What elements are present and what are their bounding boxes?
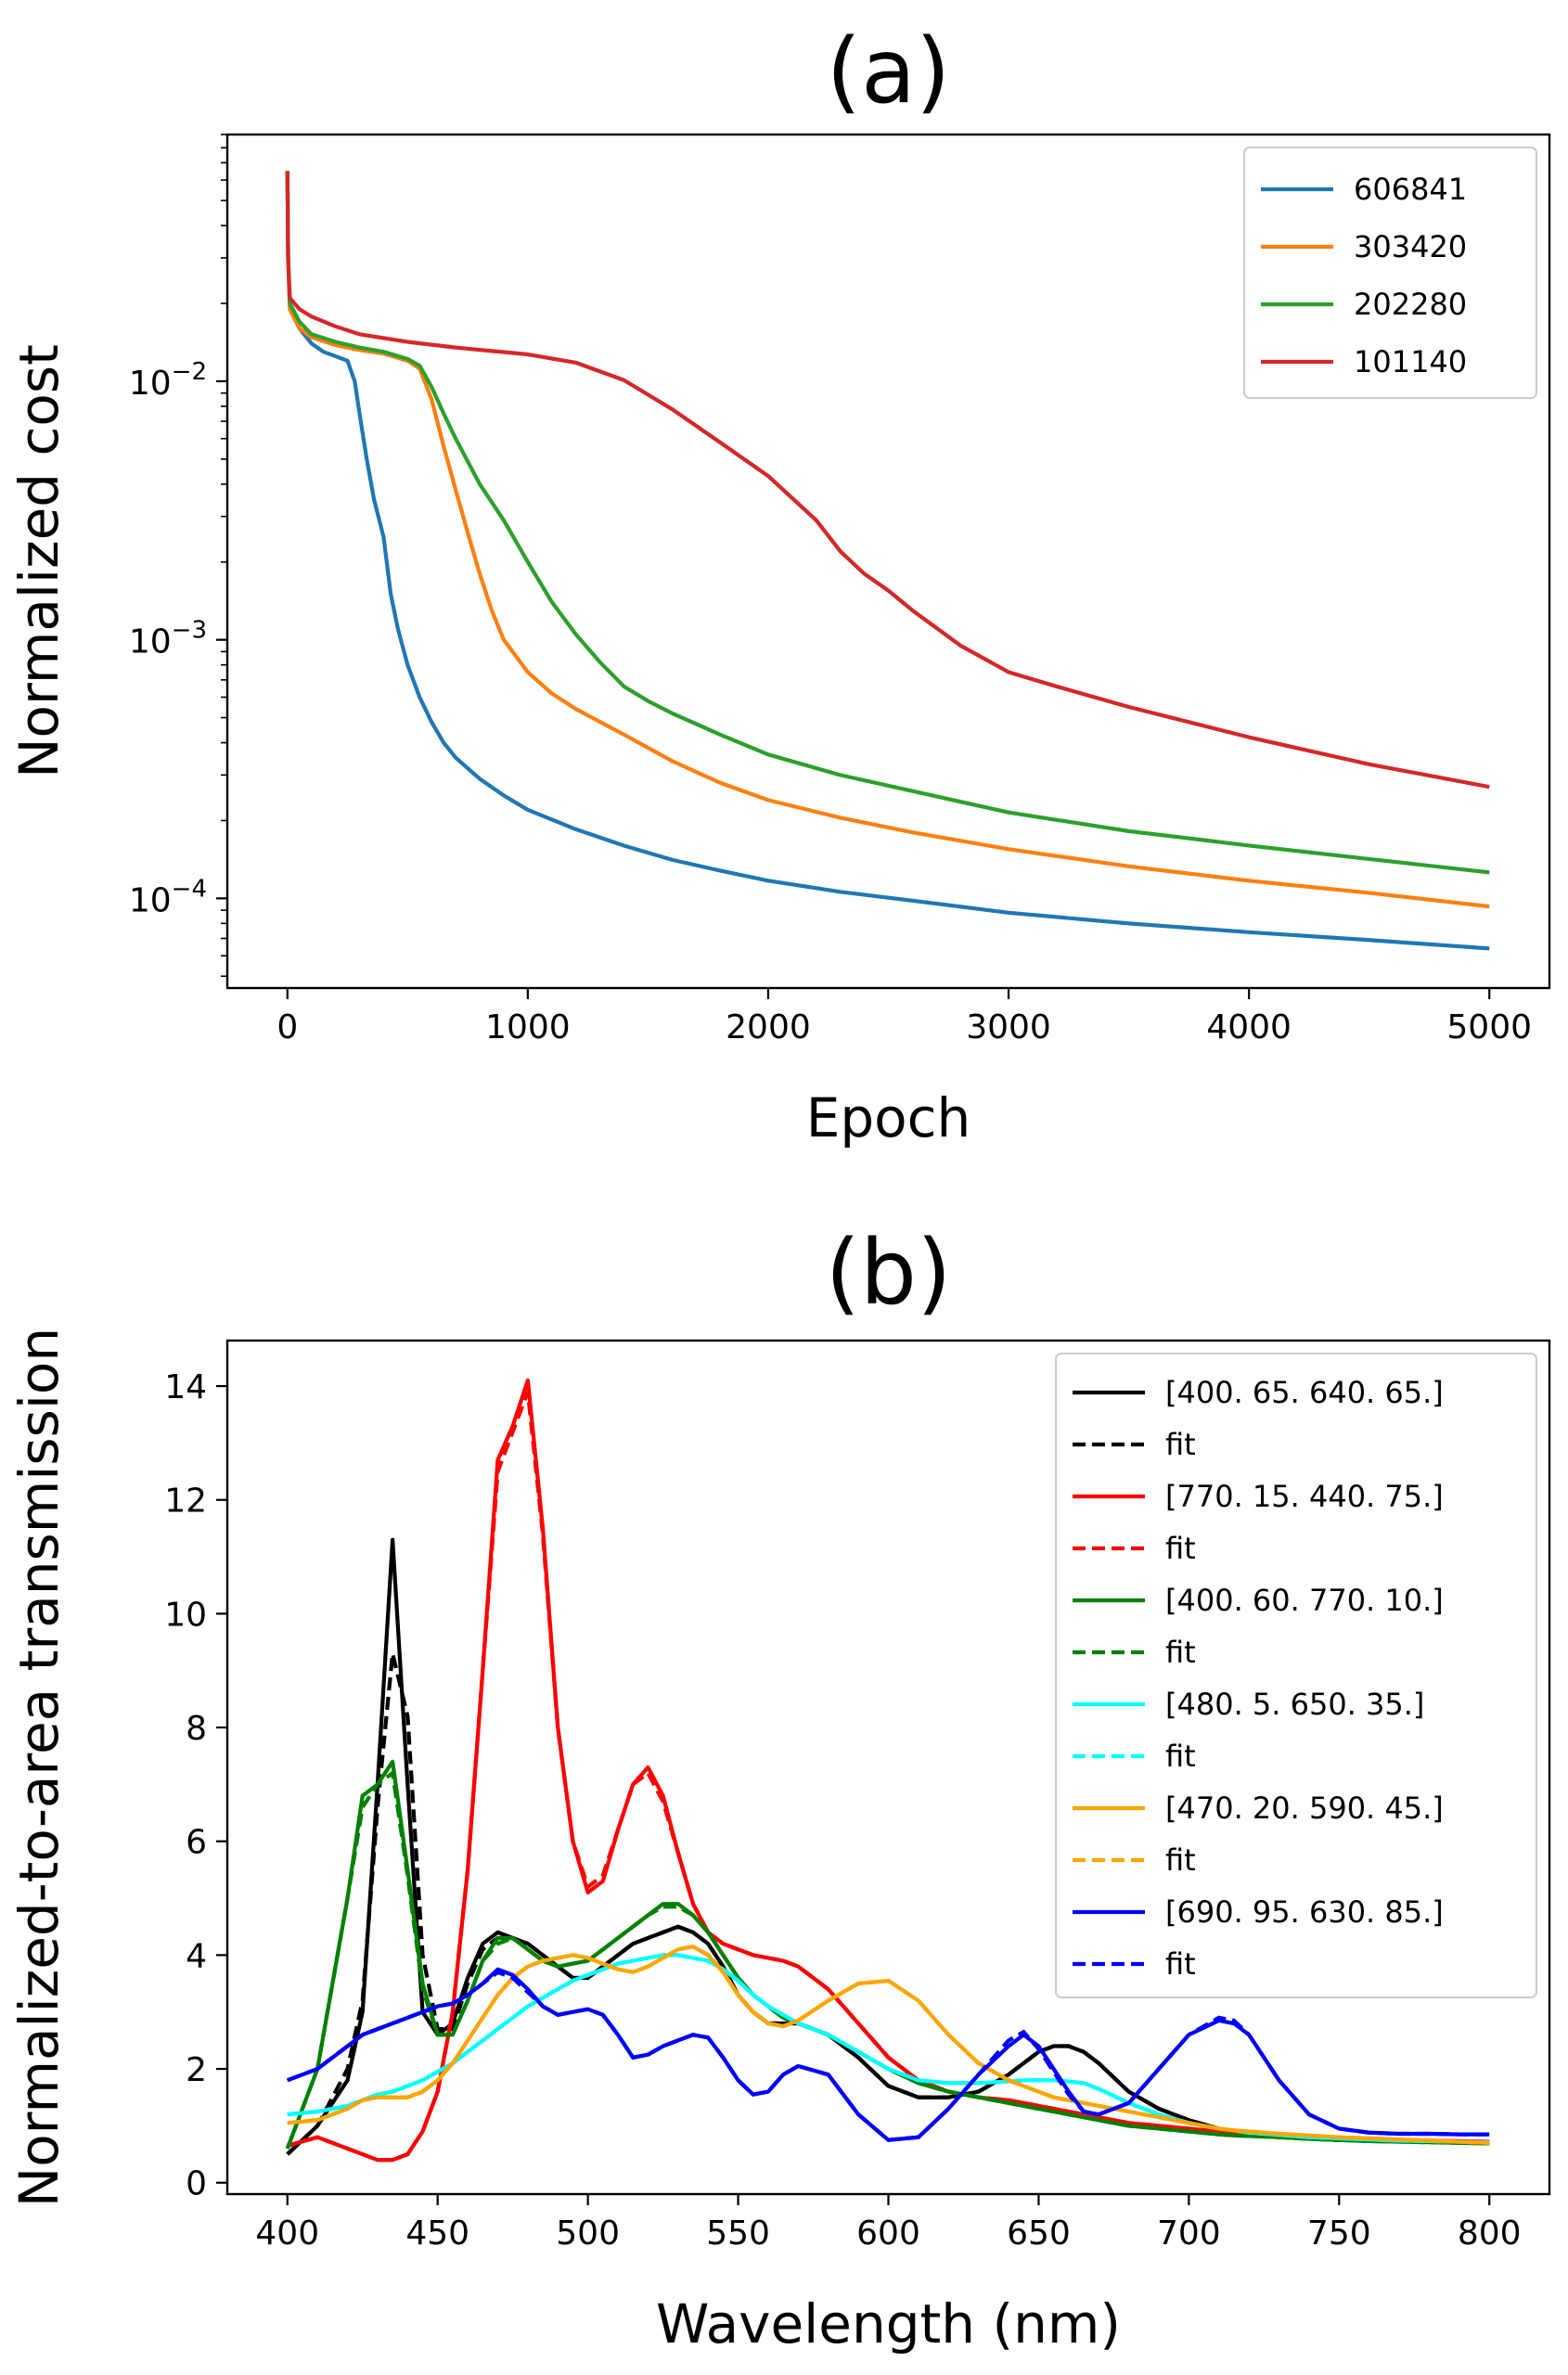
x-tick-label: 0 xyxy=(276,1008,298,1046)
legend-label: 101140 xyxy=(1354,344,1467,379)
y-tick-label: 10 xyxy=(164,1596,207,1634)
x-tick-label: 650 xyxy=(1007,2215,1071,2253)
panel-b: (b) 400 450 500 550 600 650 700 750 800 0 2 4 6 8 10 12 1… xyxy=(7,1221,1551,2356)
legend-label: 202280 xyxy=(1354,287,1467,322)
legend-label: [770. 15. 440. 75.] xyxy=(1165,1479,1444,1514)
plot-area xyxy=(285,1378,1490,2163)
x-tick-label: 450 xyxy=(405,2215,469,2253)
x-tick-label: 800 xyxy=(1458,2215,1522,2253)
x-tick-label: 400 xyxy=(255,2215,319,2253)
y-tick-label: 10−4 xyxy=(129,875,207,919)
y-tick-label: 14 xyxy=(164,1368,207,1406)
x-axis-label: Wavelength (nm) xyxy=(656,2292,1121,2356)
y-tick-label: 4 xyxy=(186,1937,207,1975)
series-line-0 xyxy=(285,171,1490,951)
x-tick-label: 1000 xyxy=(485,1008,571,1046)
series-line-1 xyxy=(285,171,1490,909)
y-tick-label: 2 xyxy=(186,2051,207,2089)
legend-label: [690. 95. 630. 85.] xyxy=(1165,1894,1444,1930)
x-tick-label: 750 xyxy=(1307,2215,1371,2253)
y-tick-label: 10−2 xyxy=(129,358,207,403)
legend-label: fit xyxy=(1165,1842,1196,1878)
legend: [400. 65. 640. 65.] fit [770. 15. 440. 75.… xyxy=(1055,1353,1537,1998)
legend-frame xyxy=(1243,147,1537,399)
fit-line-1 xyxy=(287,1391,1490,2163)
y-tick-label: 12 xyxy=(164,1483,207,1521)
x-tick-label: 600 xyxy=(856,2215,920,2253)
panel-title: (a) xyxy=(827,19,951,123)
legend-label: [400. 65. 640. 65.] xyxy=(1165,1375,1444,1410)
legend-frame xyxy=(1055,1353,1537,1998)
legend-label: 606841 xyxy=(1354,172,1467,207)
x-tick-label: 550 xyxy=(706,2215,770,2253)
y-axis-label: Normalized cost xyxy=(7,344,71,778)
legend-label: fit xyxy=(1165,1635,1196,1670)
legend-label: 303420 xyxy=(1354,229,1467,264)
legend-label: fit xyxy=(1165,1946,1196,1982)
x-tick-label: 700 xyxy=(1157,2215,1221,2253)
x-tick-label: 2000 xyxy=(726,1008,811,1046)
fit-line-5 xyxy=(287,1970,1490,2142)
fit-line-4 xyxy=(287,1944,1490,2145)
series-line-3 xyxy=(285,171,1490,790)
y-axis-label: Normalized-to-area transmission xyxy=(7,1328,71,2207)
panel-title: (b) xyxy=(826,1221,952,1325)
x-tick-label: 500 xyxy=(556,2215,620,2253)
y-tick-label: 8 xyxy=(186,1710,207,1748)
y-tick-label: 10−3 xyxy=(129,617,207,661)
plot-area xyxy=(285,171,1490,951)
legend-label: fit xyxy=(1165,1531,1196,1566)
x-axis-label: Epoch xyxy=(806,1086,971,1149)
y-tick-label: 6 xyxy=(186,1824,207,1862)
x-tick-label: 4000 xyxy=(1206,1008,1292,1046)
y-tick-label: 0 xyxy=(186,2165,207,2203)
legend-label: [470. 20. 590. 45.] xyxy=(1165,1791,1444,1826)
panel-a: (a) 0 1000 2000 3000 4000 5000 10−4 10−3 10−2 Epoc… xyxy=(7,19,1551,1149)
legend-label: [480. 5. 650. 35.] xyxy=(1165,1687,1424,1722)
series-line-2 xyxy=(285,171,1490,875)
legend-label: fit xyxy=(1165,1739,1196,1774)
x-tick-label: 5000 xyxy=(1446,1008,1532,1046)
legend-label: [400. 60. 770. 10.] xyxy=(1165,1583,1444,1618)
legend-label: fit xyxy=(1165,1427,1196,1462)
legend: 606841 303420 202280 101140 xyxy=(1243,147,1537,399)
x-tick-label: 3000 xyxy=(966,1008,1051,1046)
